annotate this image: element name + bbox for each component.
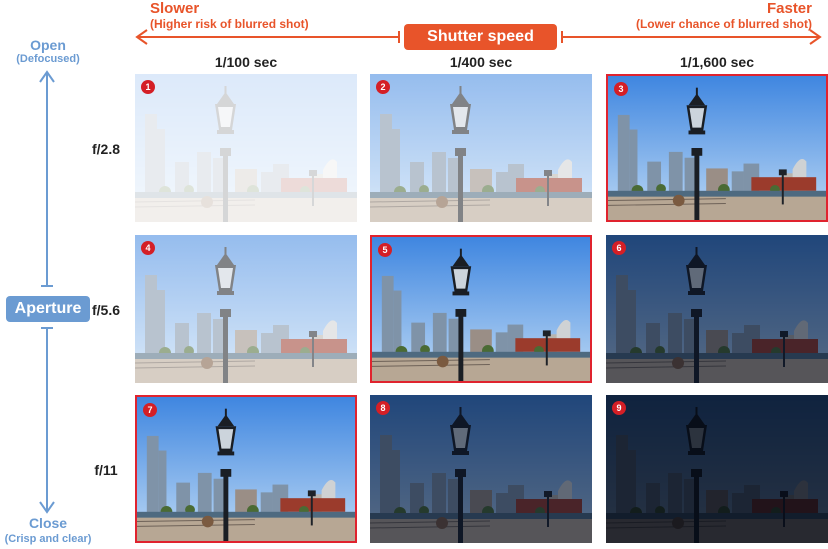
- exposure-overlay: [135, 74, 357, 222]
- photo-cell-1: 1: [135, 74, 357, 222]
- photo-cell-6: 6: [606, 235, 828, 383]
- photo-number-badge: 3: [614, 82, 628, 96]
- exposure-overlay: [135, 235, 357, 383]
- aperture-arrow: [39, 70, 55, 514]
- photo-number-badge: 7: [143, 403, 157, 417]
- shutter-speed-label: Shutter speed: [404, 24, 557, 50]
- photo-cell-7: 7: [135, 395, 357, 543]
- photo-number-badge: 8: [376, 401, 390, 415]
- exposure-overlay: [370, 74, 592, 222]
- photo-cell-3: 3: [606, 74, 828, 222]
- open-label: Open: [30, 37, 66, 53]
- harbor-lamppost-photo: [608, 76, 826, 220]
- photo-number-badge: 4: [141, 241, 155, 255]
- photo-cell-8: 8: [370, 395, 592, 543]
- photo-number-badge: 6: [612, 241, 626, 255]
- exposure-overlay: [606, 235, 828, 383]
- row-label-f11: f/11: [94, 462, 118, 478]
- close-description: (Crisp and clear): [4, 533, 92, 545]
- shutter-speed-arrow: [135, 29, 822, 45]
- photo-cell-2: 2: [370, 74, 592, 222]
- photo-number-badge: 1: [141, 80, 155, 94]
- harbor-lamppost-photo: [137, 397, 355, 541]
- photo-number-badge: 2: [376, 80, 390, 94]
- exposure-overlay: [608, 76, 826, 220]
- harbor-lamppost-photo: [372, 237, 590, 381]
- harbor-lamppost-photo: [135, 235, 357, 383]
- row-label-f5-6: f/5.6: [91, 302, 120, 318]
- row-label-f2-8: f/2.8: [91, 141, 120, 157]
- photo-cell-9: 9: [606, 395, 828, 543]
- photo-cell-4: 4: [135, 235, 357, 383]
- exposure-overlay: [370, 395, 592, 543]
- open-description: (Defocused): [16, 53, 80, 65]
- photo-number-badge: 9: [612, 401, 626, 415]
- slower-label: Slower: [150, 0, 200, 17]
- photo-cell-5: 5: [370, 235, 592, 383]
- faster-label: Faster: [766, 0, 812, 17]
- harbor-lamppost-photo: [370, 74, 592, 222]
- close-label: Close: [28, 515, 68, 531]
- column-label-1-1600: 1/1,600 sec: [680, 54, 754, 70]
- column-label-1-400: 1/400 sec: [449, 54, 513, 70]
- aperture-label: Aperture: [6, 296, 90, 322]
- exposure-overlay: [137, 397, 355, 541]
- faster-description: (Lower chance of blurred shot): [635, 17, 812, 31]
- exposure-overlay: [606, 395, 828, 543]
- slower-description: (Higher risk of blurred shot): [150, 17, 309, 31]
- column-label-1-100: 1/100 sec: [214, 54, 278, 70]
- exposure-overlay: [372, 237, 590, 381]
- photo-number-badge: 5: [378, 243, 392, 257]
